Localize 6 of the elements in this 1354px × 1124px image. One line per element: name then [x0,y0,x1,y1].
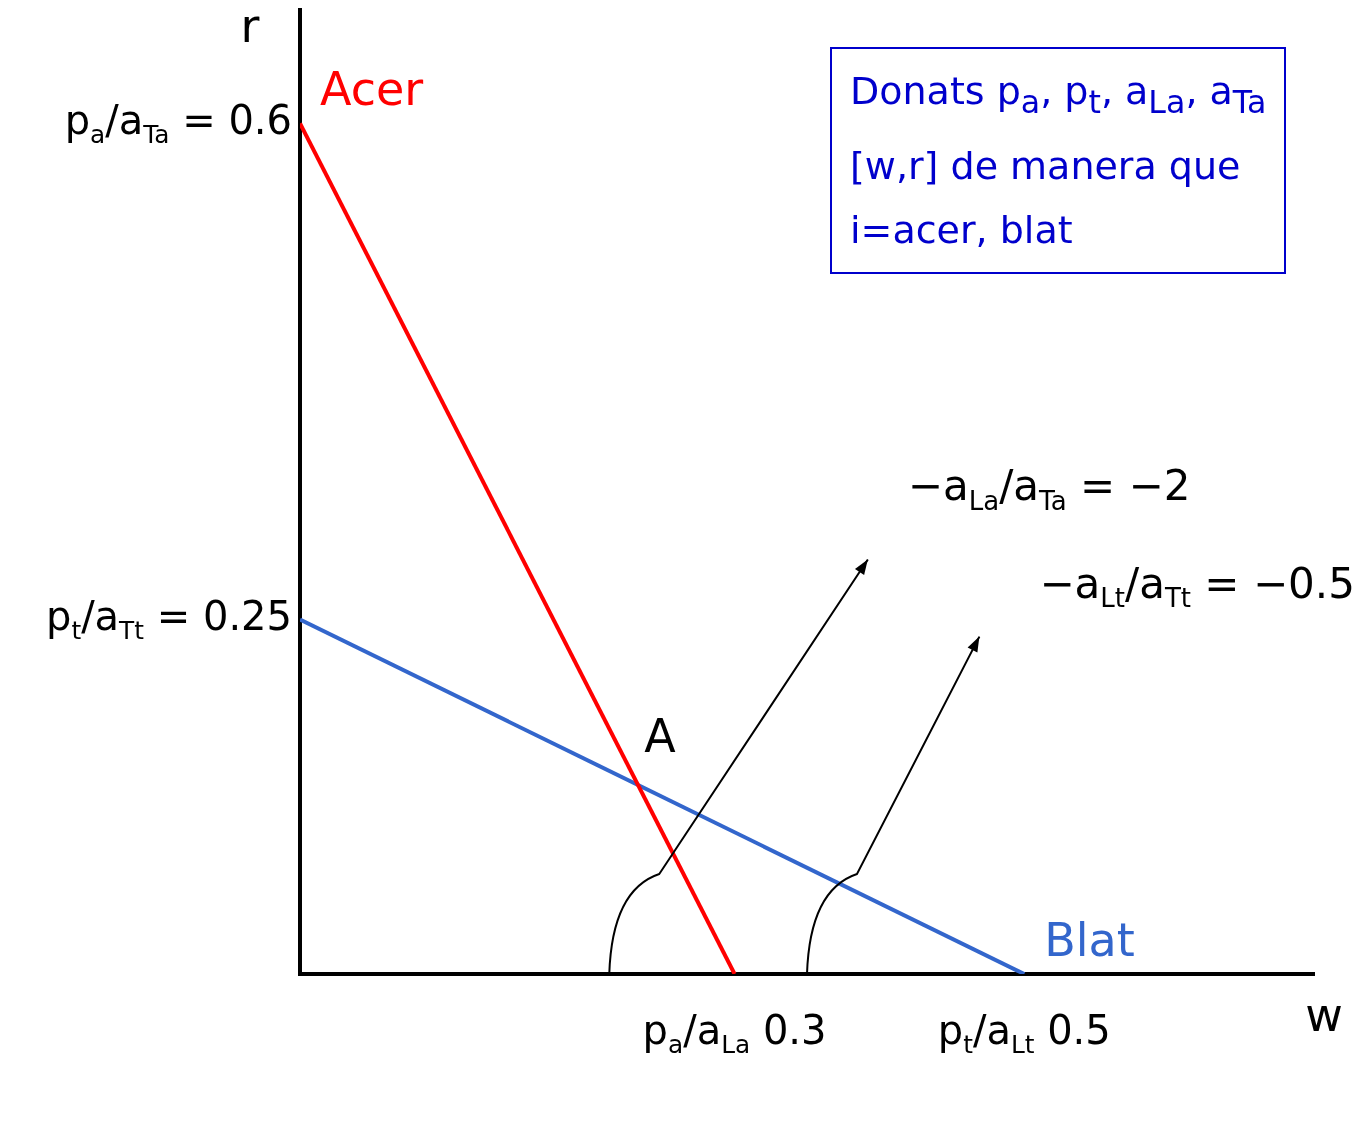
text: Donats p$_{a}$, p$_{t}$, a$_{La}$, a$_{Ta}$ [w,r] de manera que i=acer, blat [850,69,1267,252]
x-axis-title: w [1305,987,1343,1042]
series-label: Acer [320,62,424,117]
y-axis-title: r [240,0,260,53]
annotation: A [644,708,677,763]
series-label: Blat [1044,912,1135,967]
